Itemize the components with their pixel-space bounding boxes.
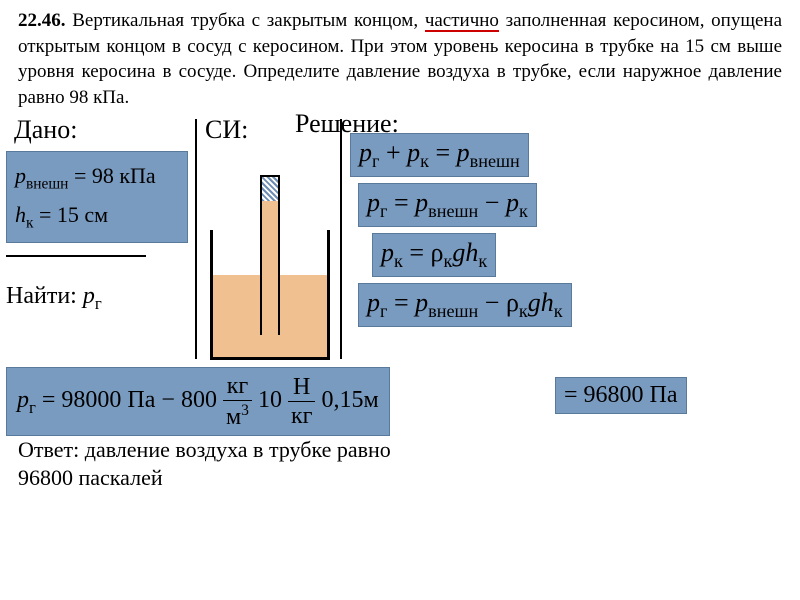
sep-given-si: [195, 119, 197, 359]
diagram-beaker: [210, 175, 330, 365]
answer-line-1: Ответ: давление воздуха в трубке равно: [18, 437, 391, 463]
eq1: pг + pк = pвнешн: [350, 133, 529, 177]
work-area: Дано: СИ: Решение: pвнешн = 98 кПа hк = …: [0, 115, 800, 535]
label-si: СИ:: [205, 115, 248, 145]
underlined-word: частично: [425, 12, 499, 32]
numeric-calc: pг = 98000 Па − 800 кгм3 10 Нкг 0,15м: [6, 367, 390, 436]
given-line-1: pвнешн = 98 кПа: [15, 158, 179, 197]
frac-g: Нкг: [288, 375, 316, 428]
answer-line-2: 96800 паскалей: [18, 465, 163, 491]
given-line-2: hк = 15 см: [15, 197, 179, 236]
label-given: Дано:: [14, 115, 77, 145]
beaker-bottom: [210, 357, 330, 360]
problem-number: 22.46.: [18, 10, 66, 31]
eq2: pг = pвнешн − pк: [358, 183, 537, 227]
eq3: pк = ρкghк: [372, 233, 496, 277]
tube-liquid: [262, 201, 278, 335]
frac-density: кгм3: [223, 374, 252, 429]
tube: [260, 175, 280, 335]
tube-air-gap: [262, 177, 278, 201]
given-box: pвнешн = 98 кПа hк = 15 см: [6, 151, 188, 243]
find-line: Найти: pг: [6, 283, 102, 314]
given-separator: [6, 255, 146, 257]
sep-si-solution: [340, 119, 342, 359]
problem-text-1: Вертикальная трубка с закрытым концом,: [72, 10, 425, 31]
problem-statement: 22.46. Вертикальная трубка с закрытым ко…: [0, 0, 800, 115]
beaker-wall-right: [327, 230, 330, 360]
eq4: pг = pвнешн − ρкghк: [358, 283, 572, 327]
beaker-wall-left: [210, 230, 213, 360]
result-box: = 96800 Па: [555, 377, 687, 414]
